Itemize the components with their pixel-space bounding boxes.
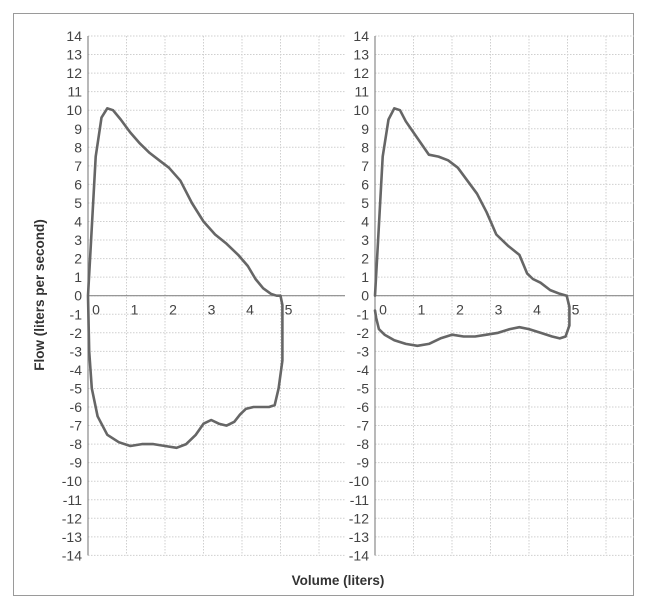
- y-tick-label: -14: [62, 547, 82, 563]
- y-tick-label: 7: [361, 158, 369, 174]
- y-tick-label: 9: [74, 121, 82, 137]
- y-tick-label: -11: [350, 492, 369, 508]
- y-tick-label: 6: [361, 176, 369, 192]
- x-tick-label: 0: [379, 302, 387, 318]
- y-tick-label: -6: [70, 399, 83, 415]
- y-tick-label: -12: [62, 510, 82, 526]
- y-tick-label: -10: [62, 473, 82, 489]
- y-tick-label: -13: [349, 529, 369, 545]
- y-tick-label: -1: [357, 306, 370, 322]
- y-tick-label: 8: [361, 139, 369, 155]
- y-tick-label: 14: [353, 28, 369, 44]
- x-tick-label: 3: [208, 302, 216, 318]
- x-tick-label: 4: [533, 302, 541, 318]
- y-tick-label: 11: [67, 84, 82, 100]
- y-tick-label: -12: [349, 510, 369, 526]
- y-tick-label: 5: [361, 195, 369, 211]
- y-tick-label: 9: [361, 121, 369, 137]
- y-tick-label: 14: [66, 28, 82, 44]
- y-tick-label: 3: [361, 232, 369, 248]
- y-tick-label: -13: [62, 529, 82, 545]
- x-tick-label: 5: [285, 302, 293, 318]
- y-tick-label: -3: [70, 343, 83, 359]
- y-tick-label: -4: [357, 362, 370, 378]
- y-tick-label: -2: [70, 325, 83, 341]
- y-tick-label: -9: [70, 455, 83, 471]
- y-tick-label: -11: [63, 492, 82, 508]
- y-tick-label: 0: [361, 288, 369, 304]
- x-tick-label: 2: [169, 302, 177, 318]
- y-tick-label: 1: [361, 269, 369, 285]
- y-tick-label: -9: [357, 455, 370, 471]
- chart-panel-1: 14131211109876543210-1-2-3-4-5-6-7-8-9-1…: [62, 28, 345, 563]
- y-tick-label: -8: [357, 436, 370, 452]
- y-tick-label: -1: [70, 306, 83, 322]
- y-tick-label: 4: [361, 214, 369, 230]
- y-tick-label: 3: [74, 232, 82, 248]
- x-tick-label: 2: [456, 302, 464, 318]
- y-tick-label: -8: [70, 436, 83, 452]
- y-tick-label: -14: [349, 547, 369, 563]
- x-tick-label: 1: [131, 302, 139, 318]
- y-tick-label: 13: [353, 47, 369, 63]
- y-tick-label: 12: [353, 65, 369, 81]
- y-tick-label: -3: [357, 343, 370, 359]
- y-tick-label: 2: [361, 251, 369, 267]
- y-tick-label: 12: [66, 65, 82, 81]
- y-tick-label: -5: [357, 380, 370, 396]
- y-tick-label: -4: [70, 362, 83, 378]
- y-tick-label: 11: [354, 84, 369, 100]
- chart-panels: 14131211109876543210-1-2-3-4-5-6-7-8-9-1…: [62, 28, 634, 563]
- x-tick-label: 4: [246, 302, 254, 318]
- x-tick-label: 1: [418, 302, 426, 318]
- x-axis-label: Volume (liters): [292, 573, 385, 588]
- y-tick-label: -10: [349, 473, 369, 489]
- y-tick-label: -6: [357, 399, 370, 415]
- chart-panel-2: 14131211109876543210-1-2-3-4-5-6-7-8-9-1…: [349, 28, 634, 563]
- y-tick-label: 10: [66, 102, 82, 118]
- y-tick-label: -7: [357, 418, 370, 434]
- flow-volume-loop: [373, 107, 571, 348]
- x-tick-label: 5: [572, 302, 580, 318]
- y-tick-label: 2: [74, 251, 82, 267]
- y-tick-label: -7: [70, 418, 83, 434]
- y-tick-label: 1: [74, 269, 82, 285]
- y-tick-label: 8: [74, 139, 82, 155]
- x-tick-label: 3: [495, 302, 503, 318]
- y-tick-label: 4: [74, 214, 82, 230]
- y-tick-label: 13: [66, 47, 82, 63]
- x-tick-label: 0: [92, 302, 100, 318]
- flow-volume-loop: [86, 107, 284, 450]
- y-tick-label: 7: [74, 158, 82, 174]
- y-axis-label: Flow (liters per second): [32, 219, 47, 371]
- y-tick-label: -5: [70, 380, 83, 396]
- y-tick-label: 10: [353, 102, 369, 118]
- y-tick-label: 0: [74, 288, 82, 304]
- y-tick-label: 6: [74, 176, 82, 192]
- y-tick-label: 5: [74, 195, 82, 211]
- y-tick-label: -2: [357, 325, 370, 341]
